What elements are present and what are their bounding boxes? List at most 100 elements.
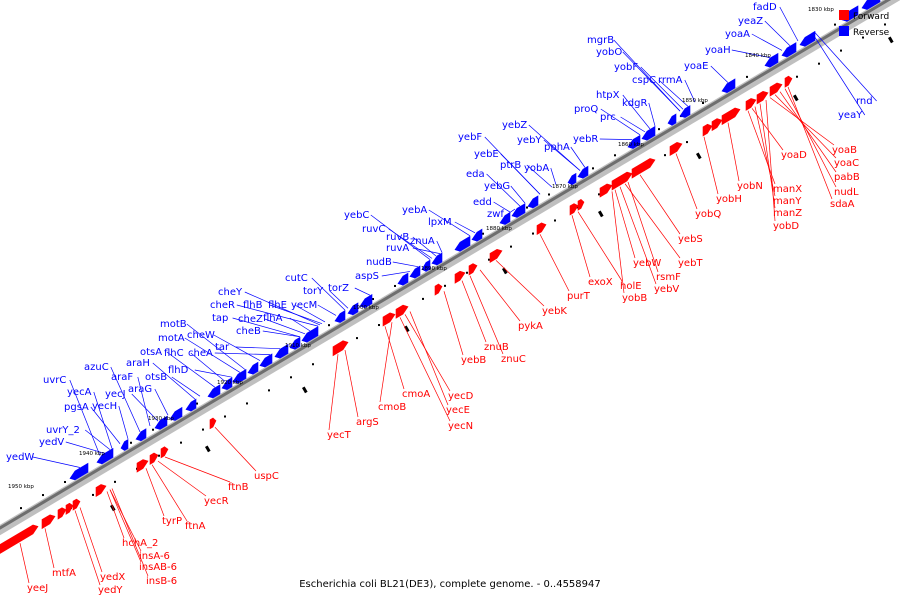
gene-feature xyxy=(332,340,349,357)
leader-line xyxy=(44,528,55,569)
gene-feature xyxy=(799,30,816,47)
gene-label-mgrb: mgrB xyxy=(587,35,614,46)
kbp-label: 1920 kbp xyxy=(217,380,243,386)
leader-line xyxy=(194,369,233,378)
gene-label-yedv: yedV xyxy=(39,437,64,448)
gene-feature xyxy=(784,75,793,88)
gene-label-chea: cheA xyxy=(188,348,213,359)
gene-label-mtfa: mtfA xyxy=(52,568,76,579)
leader-line xyxy=(510,185,526,204)
gene-feature xyxy=(0,524,39,554)
gene-label-cmoa: cmoA xyxy=(402,389,430,400)
gene-label-yobq: yobQ xyxy=(695,209,721,220)
leader-line xyxy=(344,350,359,418)
minor-tick xyxy=(840,49,842,52)
gene-feature xyxy=(454,270,466,284)
gene-feature xyxy=(221,377,233,390)
gene-feature xyxy=(667,113,677,126)
leader-line xyxy=(620,116,646,133)
gene-label-manz: manZ xyxy=(773,208,802,219)
gene-feature xyxy=(434,283,443,296)
minor-tick xyxy=(356,337,358,340)
kbp-label: 1840 kbp xyxy=(745,53,771,59)
genome-backbone xyxy=(0,0,900,536)
gene-label-chew: cheW xyxy=(187,330,215,341)
leader-line xyxy=(74,510,101,586)
gene-label-yedy: yedY xyxy=(98,585,123,596)
leader-line xyxy=(571,215,591,278)
gene-features xyxy=(0,0,881,554)
leader-line xyxy=(404,314,451,392)
gene-label-flhc: flhC xyxy=(164,348,184,359)
gene-label-ftna: ftnA xyxy=(185,521,206,532)
leader-line xyxy=(186,323,246,370)
minor-tick xyxy=(658,128,660,131)
minor-tick xyxy=(114,480,116,483)
leader-line xyxy=(469,275,504,355)
leader-line xyxy=(93,391,113,449)
gene-label-edd: edd xyxy=(473,197,492,208)
gene-label-kdgr: kdgR xyxy=(622,98,647,109)
gene-feature xyxy=(567,172,577,186)
gene-feature xyxy=(569,203,579,216)
gene-label-torz: torZ xyxy=(328,283,349,294)
gene-feature xyxy=(154,415,168,430)
minor-tick xyxy=(444,284,446,287)
minor-tick xyxy=(554,219,556,222)
gene-label-uvrc: uvrC xyxy=(43,375,66,386)
kbp-label: 1870 kbp xyxy=(552,184,578,190)
gene-label-yebg: yebG xyxy=(484,181,510,192)
leader-line xyxy=(214,427,257,472)
gene-label-cheb: cheB xyxy=(236,326,261,337)
gene-label-flhd: flhD xyxy=(168,365,189,376)
leader-line xyxy=(157,460,207,497)
minor-tick xyxy=(862,36,864,39)
gene-label-yeej: yeeJ xyxy=(27,583,48,594)
gene-feature xyxy=(382,312,396,327)
gene-feature xyxy=(577,199,585,211)
leader-line xyxy=(751,33,783,51)
gene-label-yoba: yobA xyxy=(524,163,549,174)
gene-label-yebf: yebF xyxy=(458,132,482,143)
minor-tick xyxy=(834,23,836,26)
leader-line xyxy=(479,269,521,322)
minor-tick xyxy=(482,232,484,235)
gene-label-yoab: yoaB xyxy=(832,145,857,156)
leader-line xyxy=(171,376,201,397)
gene-label-yoad: yoaD xyxy=(781,150,807,161)
minor-tick xyxy=(180,441,182,444)
gene-feature xyxy=(627,134,641,149)
gene-label-yeca: yecA xyxy=(67,387,92,398)
gene-feature xyxy=(611,171,633,191)
gene-feature xyxy=(69,462,89,481)
leader-line xyxy=(703,136,719,195)
gene-feature xyxy=(247,361,259,375)
leader-line xyxy=(19,543,30,584)
gene-label-pabb: pabB xyxy=(834,172,860,183)
gene-label-yeby: yebY xyxy=(517,135,542,146)
kbp-label: 1890 kbp xyxy=(421,266,447,272)
gene-label-hole: holE xyxy=(620,281,642,292)
gene-label-yecm: yecM xyxy=(291,300,317,311)
leader-line xyxy=(599,138,633,140)
gene-feature xyxy=(301,326,319,343)
gene-label-yeay: yeaY xyxy=(838,110,863,121)
gene-label-args: argS xyxy=(356,417,379,428)
leader-line xyxy=(379,322,393,403)
leader-line xyxy=(774,94,837,159)
leader-line xyxy=(152,362,196,400)
minor-tick xyxy=(598,193,600,196)
leader-lines xyxy=(19,6,877,586)
leader-line xyxy=(409,311,449,406)
gene-label-htpx: htpX xyxy=(596,90,620,101)
legend-swatch-reverse xyxy=(839,26,849,36)
minor-tick xyxy=(532,232,534,235)
gene-feature xyxy=(527,195,539,209)
gene-feature xyxy=(397,272,409,286)
minor-tick xyxy=(202,428,204,431)
gene-label-ptrb: ptrB xyxy=(500,160,521,171)
gene-label-znub: znuB xyxy=(484,342,509,353)
gene-label-yebw: yebW xyxy=(633,258,661,269)
gene-label-flhb: flhB xyxy=(243,300,263,311)
gene-label-insb-6: insB-6 xyxy=(146,576,177,587)
